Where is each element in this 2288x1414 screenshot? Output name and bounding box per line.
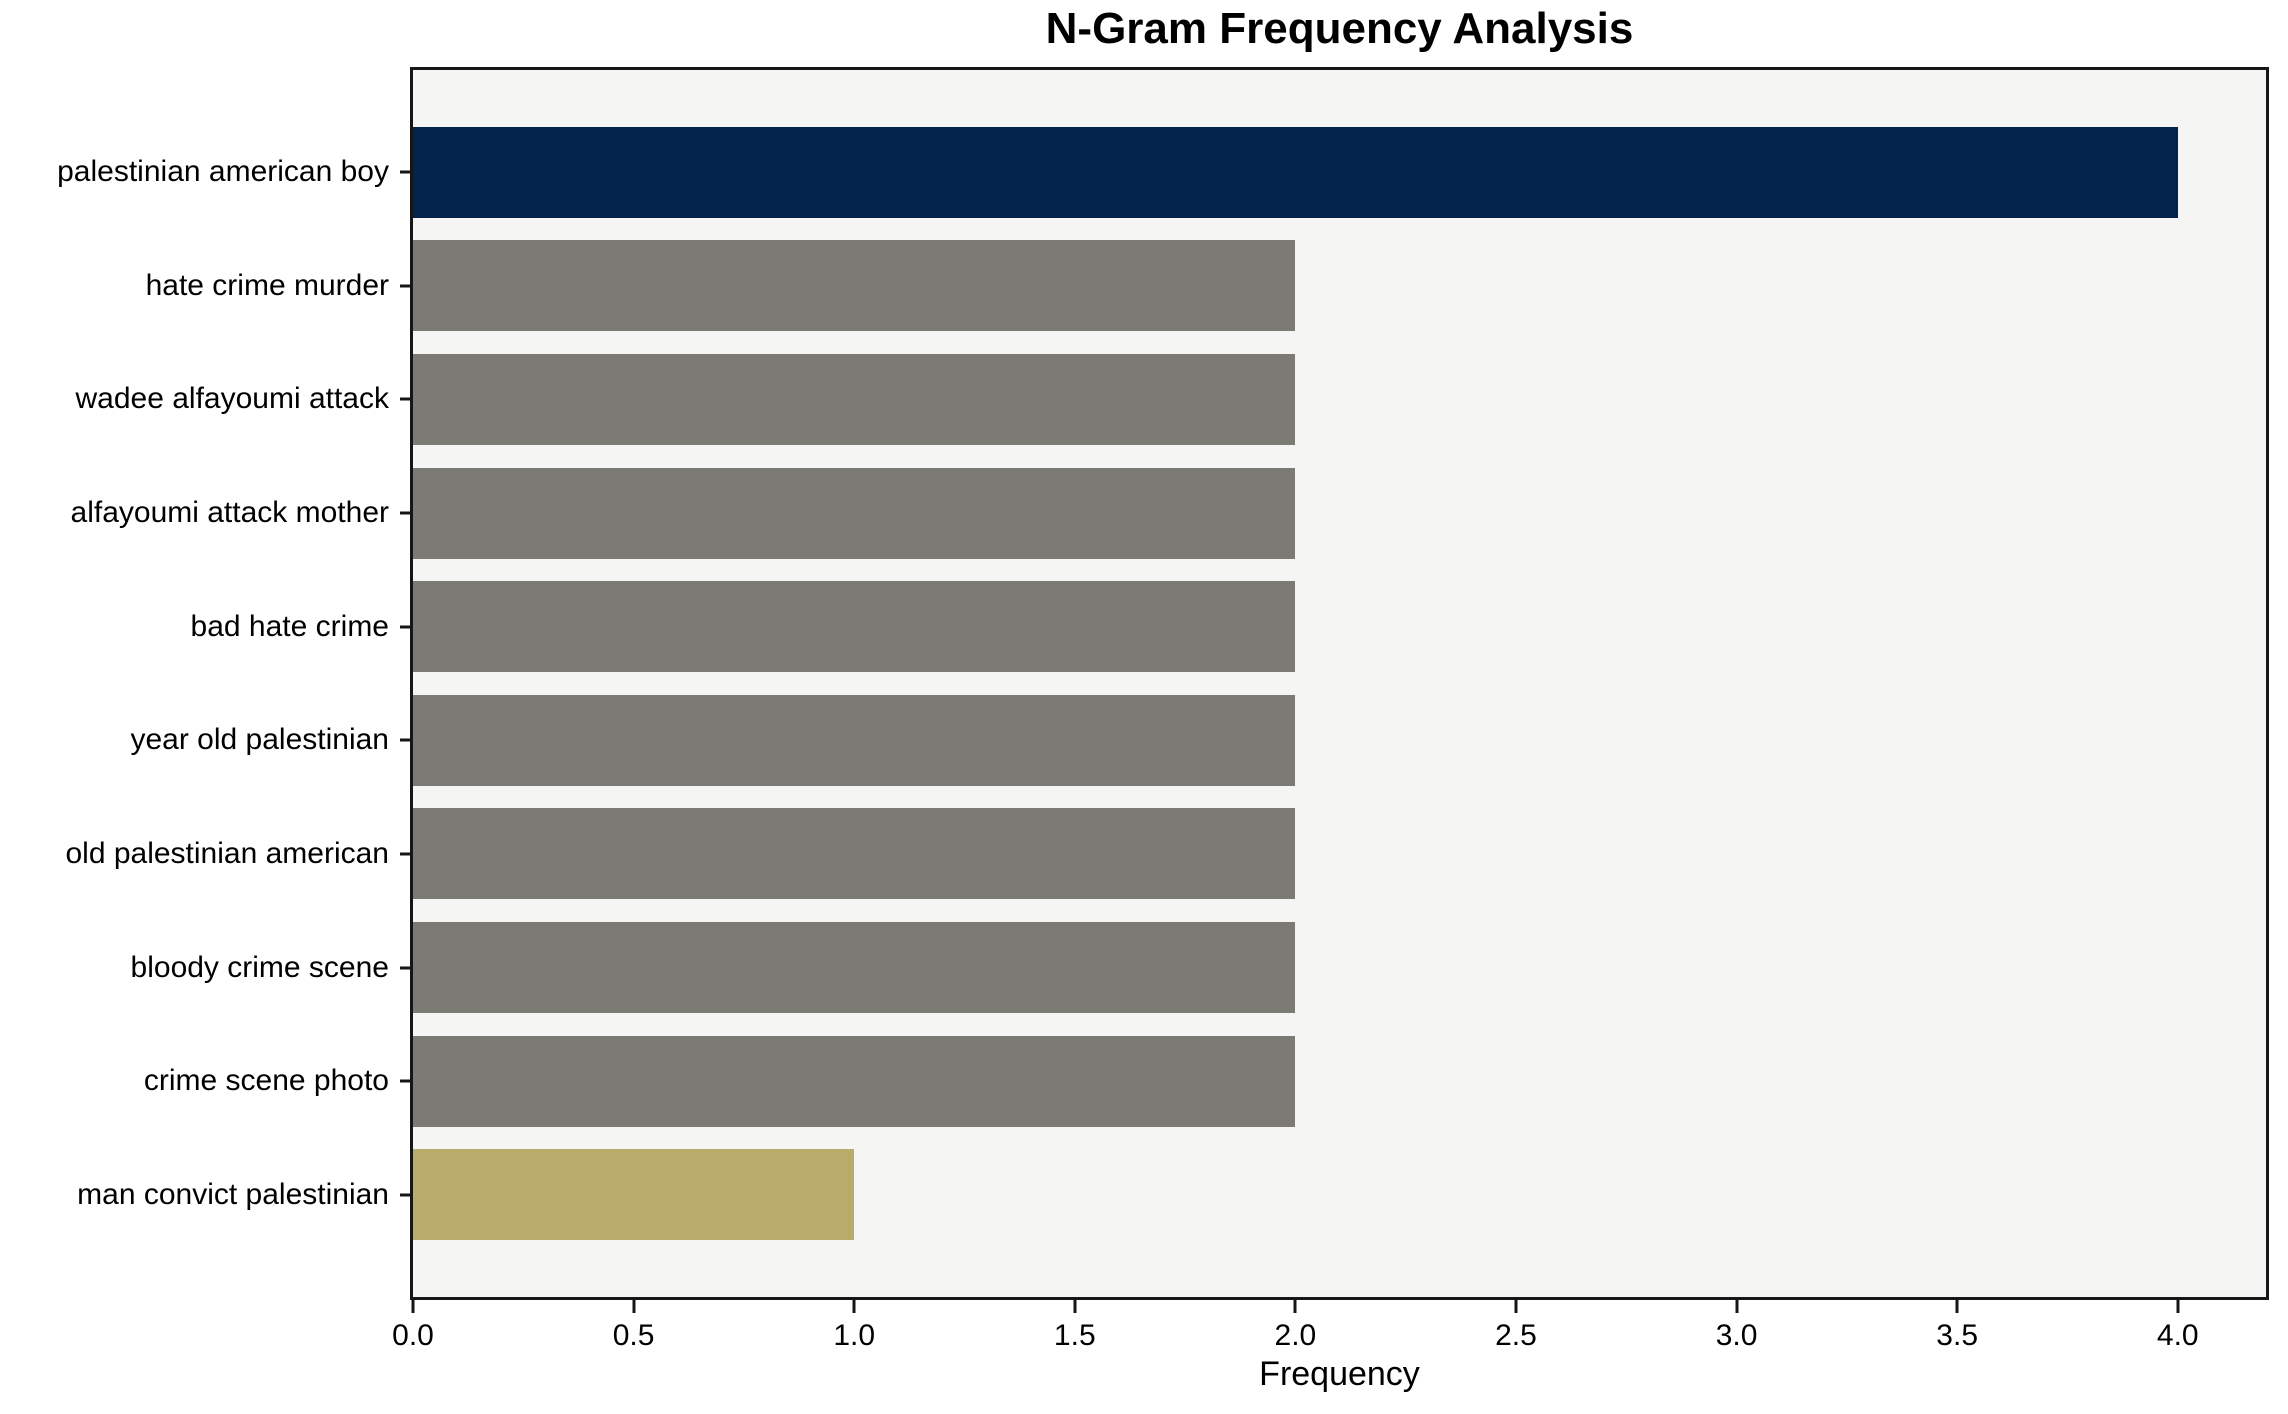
y-tick — [400, 397, 410, 401]
x-tick-label: 1.5 — [1053, 1319, 1096, 1352]
chart-title: N-Gram Frequency Analysis — [1045, 4, 1634, 53]
bar — [413, 694, 1296, 786]
bar — [413, 1035, 1296, 1127]
y-axis-category-label: old palestinian american — [65, 836, 389, 870]
x-tick — [632, 1300, 636, 1313]
y-axis-category-label: man convict palestinian — [77, 1177, 389, 1211]
plot-inner: palestinian american boy hate crime murde… — [57, 70, 2266, 1352]
bar — [413, 581, 1296, 673]
bar — [413, 354, 1296, 445]
y-axis-category-label: alfayoumi attack mother — [70, 496, 389, 530]
y-axis-category-label: hate crime murder — [145, 268, 389, 302]
x-tick-label: 0.0 — [392, 1319, 434, 1352]
bar — [413, 808, 1296, 900]
x-tick — [411, 1300, 415, 1313]
y-tick — [400, 170, 410, 174]
y-axis-category-label: bad hate crime — [190, 609, 389, 643]
x-tick-label: 4.0 — [2156, 1319, 2199, 1352]
x-tick-label: 1.0 — [833, 1319, 876, 1352]
x-tick-label: 3.0 — [1715, 1319, 1758, 1352]
x-tick — [2176, 1300, 2180, 1313]
y-tick — [400, 966, 410, 970]
x-tick — [1293, 1300, 1297, 1313]
y-tick — [400, 625, 410, 629]
x-tick — [852, 1300, 856, 1313]
y-axis-category-label: year old palestinian — [130, 723, 389, 757]
y-axis-category-label: palestinian american boy — [57, 155, 389, 189]
y-axis-category-label: bloody crime scene — [130, 950, 389, 984]
bar — [413, 1149, 855, 1241]
y-axis-category-label: crime scene photo — [143, 1064, 389, 1098]
x-tick-label: 0.5 — [612, 1319, 655, 1352]
bar — [413, 467, 1296, 559]
x-tick — [1955, 1300, 1959, 1313]
x-axis-label: Frequency — [1259, 1355, 1420, 1393]
plot-area: palestinian american boy hate crime murde… — [57, 67, 2269, 1352]
y-tick — [400, 284, 410, 288]
y-tick — [400, 1193, 410, 1197]
x-tick-label: 2.5 — [1495, 1319, 1537, 1352]
y-tick — [400, 738, 410, 742]
bar — [413, 922, 1296, 1013]
bar — [413, 126, 2178, 218]
y-axis-category-label: wadee alfayoumi attack — [75, 382, 389, 416]
y-tick — [400, 852, 410, 856]
x-tick — [1735, 1300, 1739, 1313]
y-tick — [400, 511, 410, 515]
x-tick-label: 2.0 — [1274, 1319, 1317, 1352]
x-tick — [1073, 1300, 1077, 1313]
y-tick — [400, 1079, 410, 1083]
x-tick — [1514, 1300, 1518, 1313]
bar — [413, 240, 1296, 332]
x-tick-label: 3.5 — [1936, 1319, 1979, 1352]
